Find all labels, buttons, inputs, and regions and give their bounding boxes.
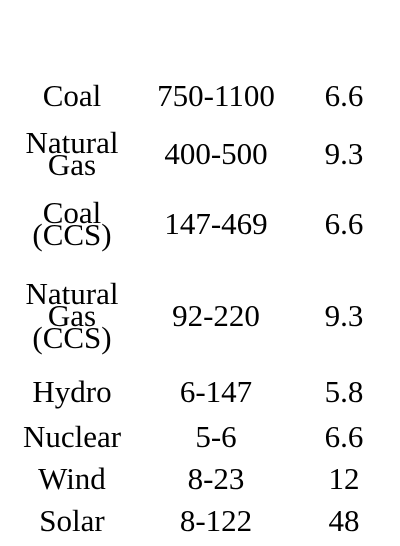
table-row: Coal (CCS) 147-469 6.6 bbox=[0, 194, 400, 254]
source-cell: Natural Gas (CCS) bbox=[25, 276, 119, 355]
source-cell: Natural Gas bbox=[25, 125, 119, 182]
range-cell: 750-1100 bbox=[157, 78, 275, 113]
table-row: Nuclear 5-6 6.6 bbox=[0, 419, 400, 455]
source-cell: Hydro bbox=[32, 374, 112, 409]
source-cell: Wind bbox=[38, 461, 106, 496]
value-cell: 6.6 bbox=[324, 206, 364, 241]
value-cell: 5.8 bbox=[324, 374, 364, 409]
value-cell: 9.3 bbox=[324, 136, 364, 171]
source-cell: Coal (CCS) bbox=[32, 195, 112, 252]
range-cell: 5-6 bbox=[195, 419, 237, 454]
value-cell: 6.6 bbox=[324, 78, 364, 113]
table-row: Hydro 6-147 5.8 bbox=[0, 374, 400, 410]
range-cell: 400-500 bbox=[164, 136, 268, 171]
table-row: Natural Gas (CCS) 92-220 9.3 bbox=[0, 268, 400, 364]
range-cell: 6-147 bbox=[179, 374, 253, 409]
range-cell: 8-122 bbox=[179, 503, 253, 538]
table-row: Natural Gas 400-500 9.3 bbox=[0, 124, 400, 184]
range-cell: 147-469 bbox=[164, 206, 268, 241]
table-row: Solar 8-122 48 bbox=[0, 503, 400, 539]
range-cell: 8-23 bbox=[187, 461, 245, 496]
source-cell: Nuclear bbox=[22, 419, 122, 454]
range-cell: 92-220 bbox=[172, 298, 260, 333]
source-cell: Coal bbox=[42, 78, 102, 113]
value-cell: 6.6 bbox=[324, 419, 364, 454]
table-row: Coal 750-1100 6.6 bbox=[0, 78, 400, 114]
table-row: Wind 8-23 12 bbox=[0, 461, 400, 497]
value-cell: 48 bbox=[328, 503, 360, 538]
source-cell: Solar bbox=[39, 503, 105, 538]
value-cell: 12 bbox=[328, 461, 360, 496]
value-cell: 9.3 bbox=[324, 298, 364, 333]
